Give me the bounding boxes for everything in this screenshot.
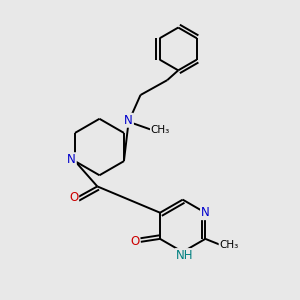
Text: N: N: [124, 114, 133, 127]
Text: N: N: [201, 206, 210, 219]
Text: N: N: [67, 153, 76, 166]
Text: NH: NH: [176, 249, 193, 262]
Text: O: O: [130, 235, 140, 248]
Text: CH₃: CH₃: [220, 240, 239, 250]
Text: O: O: [69, 191, 78, 204]
Text: CH₃: CH₃: [151, 125, 170, 135]
